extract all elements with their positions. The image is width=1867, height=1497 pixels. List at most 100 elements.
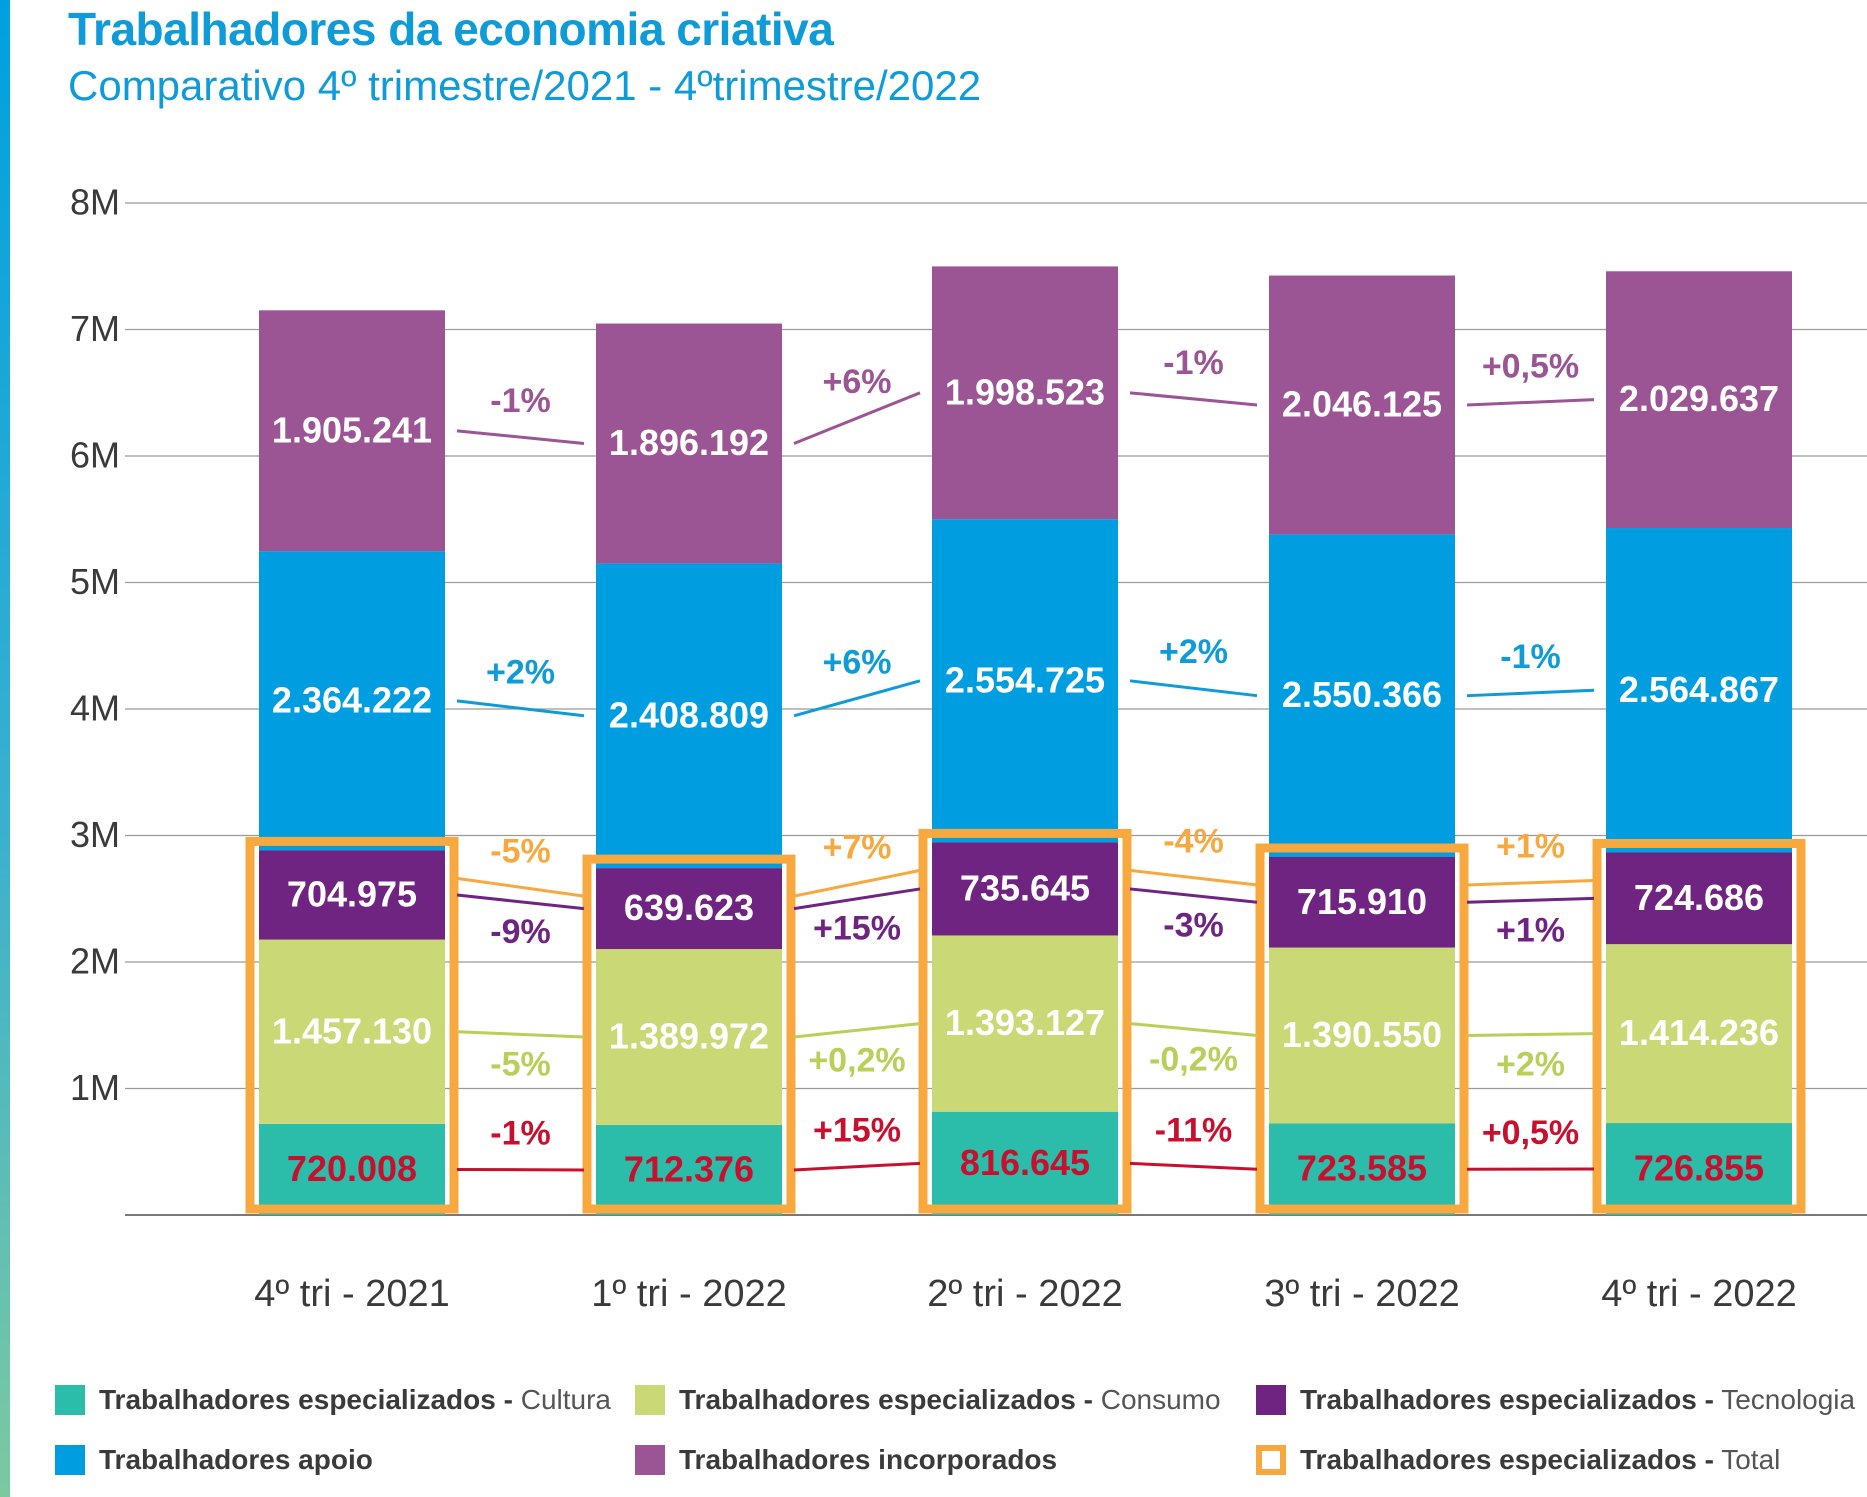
trend-line-incorporados xyxy=(793,391,921,445)
bar-consumo xyxy=(932,935,1118,1112)
bar-incorporados xyxy=(932,266,1118,520)
y-tick-label: 7M xyxy=(70,308,120,349)
x-category-label: 4º tri - 2022 xyxy=(1601,1273,1797,1315)
y-tick-label: 8M xyxy=(70,182,120,223)
value-label-incorporados: 2.029.637 xyxy=(1619,378,1779,419)
value-label-cultura: 712.376 xyxy=(624,1148,754,1189)
bar-incorporados xyxy=(596,323,782,564)
x-category-label: 1º tri - 2022 xyxy=(591,1273,787,1315)
y-tick-label: 5M xyxy=(70,561,120,602)
pct-change-apoio: +2% xyxy=(486,653,555,691)
value-label-tecnologia: 715.910 xyxy=(1297,881,1427,922)
value-label-consumo: 1.393.127 xyxy=(945,1002,1105,1043)
pct-change-incorporados: +6% xyxy=(823,363,892,401)
value-label-incorporados: 2.046.125 xyxy=(1282,383,1442,424)
bar-incorporados xyxy=(1606,271,1792,529)
x-category-label: 2º tri - 2022 xyxy=(927,1273,1123,1315)
trend-line-incorporados xyxy=(456,429,585,445)
bar-cultura xyxy=(596,1124,782,1215)
pct-change-cultura: -1% xyxy=(490,1115,550,1153)
pct-change-consumo: -5% xyxy=(490,1045,550,1083)
trend-line-consumo xyxy=(1466,1032,1595,1038)
bar-apoio xyxy=(596,563,782,869)
trend-line-incorporados xyxy=(1466,398,1595,407)
trend-line-tecnologia xyxy=(793,887,921,911)
pct-change-tecnologia: -9% xyxy=(490,913,550,951)
bar-incorporados xyxy=(1269,275,1455,535)
trend-line-apoio xyxy=(1466,688,1595,698)
trend-line-cultura xyxy=(1129,1161,1258,1171)
bar-cultura xyxy=(1606,1123,1792,1215)
value-label-consumo: 1.390.550 xyxy=(1282,1014,1442,1055)
pct-change-cultura: +15% xyxy=(813,1112,901,1150)
bar-incorporados xyxy=(259,310,445,552)
bar-apoio xyxy=(1606,528,1792,853)
value-label-incorporados: 1.998.523 xyxy=(945,371,1105,412)
bar-consumo xyxy=(1606,944,1792,1124)
bar-tecnologia xyxy=(259,850,445,940)
total-box xyxy=(245,836,459,1214)
x-category-label: 3º tri - 2022 xyxy=(1264,1273,1460,1315)
trend-line-total xyxy=(1129,868,1258,887)
y-tick-label: 6M xyxy=(70,435,120,476)
pct-change-total: +7% xyxy=(823,828,892,866)
value-label-apoio: 2.364.222 xyxy=(272,679,432,720)
bar-tecnologia xyxy=(1269,856,1455,948)
pct-change-tecnologia: -3% xyxy=(1163,907,1223,945)
pct-change-incorporados: +0,5% xyxy=(1482,347,1579,385)
y-tick-label: 4M xyxy=(70,688,120,729)
bar-cultura xyxy=(259,1123,445,1215)
y-tick-label: 3M xyxy=(70,814,120,855)
bar-apoio xyxy=(259,551,445,851)
value-label-apoio: 2.564.867 xyxy=(1619,669,1779,710)
trend-line-incorporados xyxy=(1129,391,1258,407)
trend-line-apoio xyxy=(793,679,921,718)
accent-side-bar xyxy=(0,0,10,1497)
y-tick-label: 2M xyxy=(70,941,120,982)
value-label-cultura: 723.585 xyxy=(1297,1148,1427,1189)
pct-change-apoio: -1% xyxy=(1500,638,1560,676)
value-label-incorporados: 1.896.192 xyxy=(609,422,769,463)
value-label-tecnologia: 735.645 xyxy=(960,867,1090,908)
trend-line-tecnologia xyxy=(1466,896,1595,904)
pct-change-incorporados: -1% xyxy=(1163,344,1223,382)
trend-line-consumo xyxy=(1129,1022,1258,1038)
chart-title: Trabalhadores da economia criativa xyxy=(68,3,834,55)
value-label-tecnologia: 704.975 xyxy=(287,874,417,915)
pct-change-apoio: +6% xyxy=(823,643,892,681)
x-category-label: 4º tri - 2021 xyxy=(254,1273,450,1315)
value-label-consumo: 1.457.130 xyxy=(272,1010,432,1051)
total-box xyxy=(582,854,796,1214)
pct-change-consumo: +2% xyxy=(1496,1046,1565,1084)
trend-line-consumo xyxy=(793,1022,921,1039)
value-label-consumo: 1.389.972 xyxy=(609,1015,769,1056)
pct-change-apoio: +2% xyxy=(1159,633,1228,671)
trend-line-total xyxy=(793,868,921,898)
pct-change-tecnologia: +1% xyxy=(1496,911,1565,949)
value-label-tecnologia: 639.623 xyxy=(624,887,754,928)
bar-cultura xyxy=(1269,1123,1455,1215)
pct-change-consumo: +0,2% xyxy=(808,1041,905,1079)
bar-apoio xyxy=(932,519,1118,843)
bar-apoio xyxy=(1269,534,1455,857)
trend-line-consumo xyxy=(456,1030,585,1039)
trend-line-total xyxy=(1466,878,1595,887)
trend-line-cultura xyxy=(793,1161,921,1172)
bar-consumo xyxy=(596,949,782,1125)
pct-change-total: +1% xyxy=(1496,828,1565,866)
trend-line-apoio xyxy=(1129,679,1258,698)
trend-line-tecnologia xyxy=(1129,887,1258,904)
pct-change-incorporados: -1% xyxy=(490,382,550,420)
pct-change-cultura: -11% xyxy=(1155,1111,1233,1149)
pct-change-consumo: -0,2% xyxy=(1149,1041,1238,1079)
pct-change-tecnologia: +15% xyxy=(813,910,901,948)
trend-line-tecnologia xyxy=(456,893,585,911)
total-box xyxy=(918,828,1132,1214)
pct-change-cultura: +0,5% xyxy=(1482,1114,1579,1152)
bar-consumo xyxy=(1269,947,1455,1124)
value-label-apoio: 2.554.725 xyxy=(945,659,1105,700)
trend-line-total xyxy=(456,876,585,898)
bar-tecnologia xyxy=(596,868,782,950)
trend-line-apoio xyxy=(456,699,585,718)
bar-cultura xyxy=(932,1111,1118,1215)
